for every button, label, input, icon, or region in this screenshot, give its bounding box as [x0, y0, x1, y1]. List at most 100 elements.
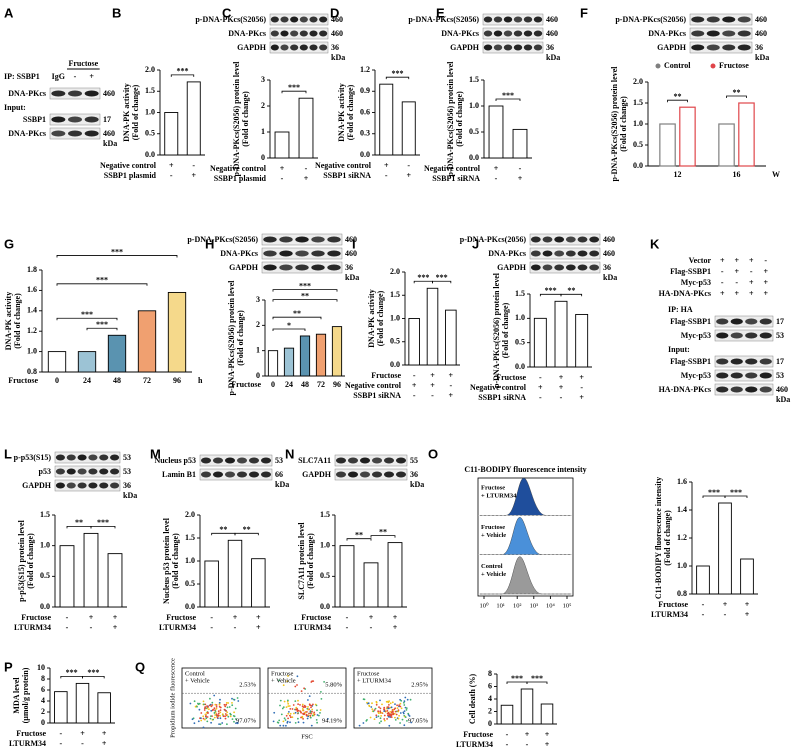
- flow-dot: [304, 711, 307, 714]
- y-tick-label: 1.0: [633, 119, 643, 128]
- blot-band: [84, 116, 99, 123]
- blot-band: [299, 16, 308, 23]
- condition-mark: +: [169, 161, 174, 170]
- flow-dot: [224, 713, 227, 715]
- kda-label: 460: [546, 15, 558, 24]
- flow-dot: [293, 712, 295, 715]
- flow-dot: [299, 710, 302, 713]
- blot-band: [577, 250, 588, 257]
- flow-dot: [204, 713, 207, 716]
- condition-mark: -: [721, 267, 724, 276]
- flow-dot: [385, 700, 388, 703]
- flow-dot: [204, 703, 207, 706]
- flow-dot: [202, 700, 205, 703]
- flow-dot: [287, 702, 290, 705]
- flow-dot: [209, 697, 211, 700]
- flow-dot: [228, 706, 231, 708]
- blot-band-bg: [714, 369, 774, 382]
- blot-band: [51, 90, 66, 97]
- flow-dot: [194, 705, 197, 708]
- kda-label: 53: [123, 453, 131, 462]
- condition-mark: -: [702, 610, 705, 619]
- condition-mark: +: [538, 383, 543, 392]
- blot-band: [745, 386, 758, 393]
- condition-mark: +: [745, 610, 750, 619]
- flow-dot: [300, 711, 302, 714]
- condition-mark: +: [102, 739, 107, 748]
- bar: [500, 704, 514, 725]
- flow-dot: [283, 717, 286, 720]
- condition-mark: -: [724, 610, 727, 619]
- kda-label: 53: [123, 467, 131, 476]
- kda-label: 53: [275, 456, 283, 465]
- blot-band: [730, 332, 743, 339]
- y-axis-label: DNA-PK activity: [367, 289, 376, 347]
- significance-label: **: [75, 518, 83, 527]
- y-axis-label: Cell death (%): [468, 674, 477, 725]
- flow-dot: [232, 698, 235, 701]
- flow-dot: [387, 706, 390, 708]
- flow-dot: [380, 720, 382, 723]
- blot-band: [706, 30, 720, 37]
- flow-dot: [218, 701, 221, 704]
- blot-band-bg: [334, 454, 408, 467]
- flow-dot: [402, 712, 405, 715]
- condition-mark: +: [763, 278, 768, 287]
- y-axis-label: (Fold of change): [619, 96, 628, 152]
- blot-band: [533, 16, 543, 23]
- flow-dot: [405, 709, 408, 711]
- bar: [718, 502, 732, 595]
- blot-band: [290, 30, 299, 37]
- flow-dot: [287, 705, 290, 707]
- blot-band-bg: [54, 479, 121, 492]
- x-axis-label: Fructose: [8, 376, 38, 385]
- y-tick-label: 0.0: [40, 602, 50, 611]
- condition-label: Fructose: [21, 613, 51, 622]
- bar: [679, 106, 696, 167]
- blot-row-label: Nucleus p53: [154, 456, 196, 465]
- flow-dot: [272, 720, 275, 723]
- flow-dot: [279, 724, 282, 727]
- flow-dot: [379, 710, 382, 713]
- blot-band: [483, 16, 493, 23]
- condition-mark: -: [519, 164, 522, 173]
- blot-band: [730, 372, 743, 379]
- y-axis-label: (Fold of change): [306, 533, 315, 589]
- condition-mark: +: [256, 623, 261, 632]
- y-axis-label: p-DNA-PKcs(S2056) protein level: [610, 66, 619, 182]
- bar: [363, 562, 379, 608]
- condition-mark: +: [734, 267, 739, 276]
- significance-bracket: [667, 99, 688, 103]
- blot-band: [279, 250, 293, 257]
- x-tick-label: 96: [333, 380, 341, 389]
- condition-mark: -: [81, 739, 84, 748]
- y-tick-label: 0.0: [515, 362, 525, 371]
- blot-band: [530, 264, 541, 271]
- blot-row-label: HA-DNA-PKcs: [659, 385, 711, 394]
- y-tick-label: 1.0: [27, 346, 37, 355]
- blot-band: [84, 90, 99, 97]
- flow-dot: [198, 708, 201, 711]
- flow-dot: [299, 704, 301, 706]
- blot-row-label: Myc-p53: [681, 331, 711, 340]
- condition-mark: +: [113, 613, 118, 622]
- significance-bracket: [56, 317, 118, 321]
- blot-band: [730, 358, 743, 365]
- x-tick-label: 10³: [530, 602, 539, 609]
- flow-dot: [403, 700, 406, 703]
- flow-dot: [226, 723, 228, 726]
- blot-band: [263, 236, 277, 243]
- bar: [520, 688, 534, 725]
- blot-band-bg: [689, 13, 753, 26]
- blot-band: [110, 468, 120, 475]
- flow-dot: [300, 716, 302, 719]
- condition-mark: -: [192, 161, 195, 170]
- flow-dot: [231, 718, 234, 720]
- bar: [107, 553, 123, 608]
- kda-unit: kDa: [275, 480, 289, 489]
- flow-dot: [320, 698, 323, 700]
- flow-dot: [224, 715, 227, 718]
- condition-label: HA-DNA-PKcs: [659, 289, 711, 298]
- panel-label: K: [650, 236, 660, 251]
- y-tick-label: 1.2: [27, 326, 37, 335]
